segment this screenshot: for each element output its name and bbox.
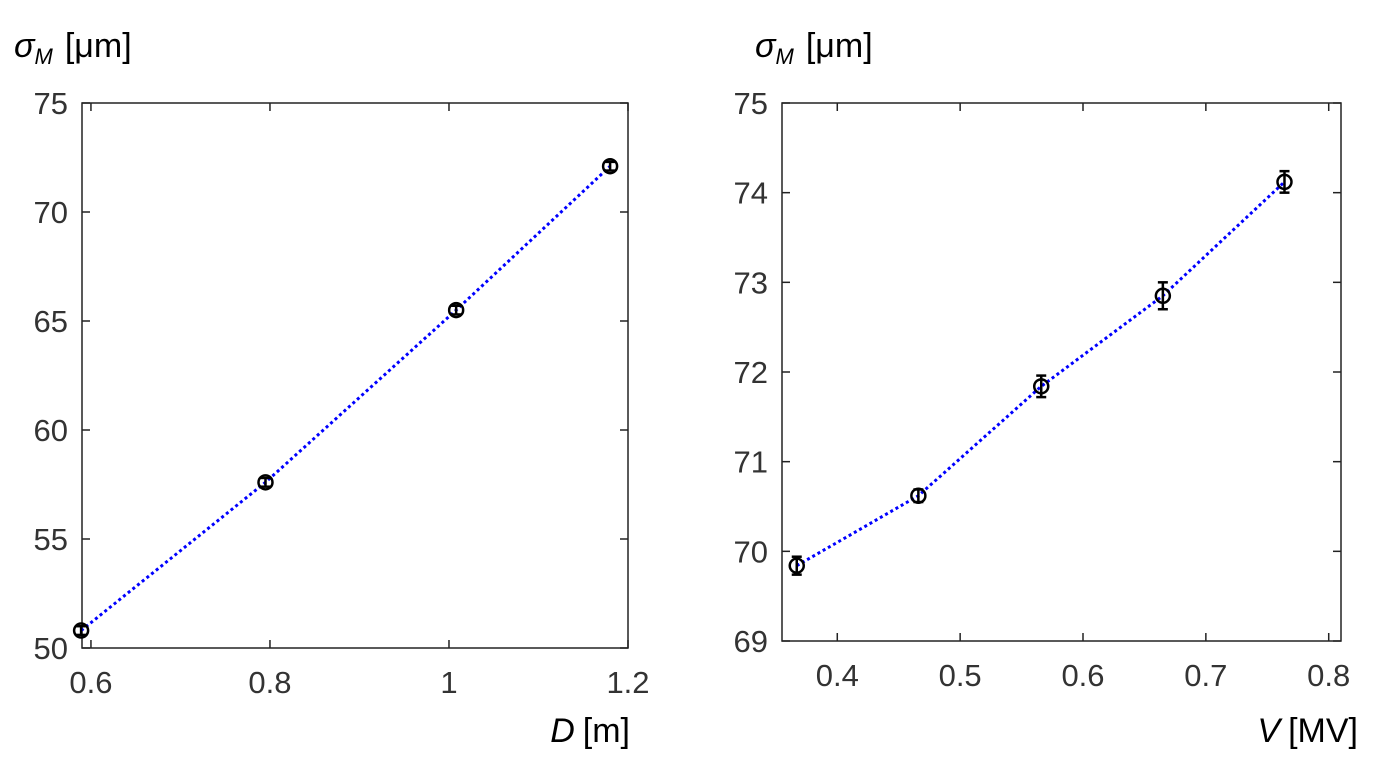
y-tick-label: 70 xyxy=(734,534,768,569)
axes-box xyxy=(781,102,1342,642)
error-bar xyxy=(605,160,616,172)
data-point xyxy=(447,301,465,319)
y-label-symbol: σ xyxy=(14,27,36,65)
data-point xyxy=(1032,378,1050,395)
error-bar xyxy=(76,624,87,637)
subplot: σM [μm] D [m] 50 55 60 65 70 75 0.6 0.8 1 1.2 xyxy=(14,27,650,750)
data-point xyxy=(257,474,274,491)
error-bar xyxy=(451,304,462,316)
y-tick-label: 75 xyxy=(34,86,68,121)
axes-box xyxy=(81,102,629,649)
x-label-unit: [MV] xyxy=(1288,712,1358,750)
y-tick-label: 55 xyxy=(34,522,68,557)
y-tick-label: 70 xyxy=(34,195,68,230)
x-tick-label: 0.8 xyxy=(248,665,291,700)
data-line xyxy=(80,165,612,632)
data-line xyxy=(795,180,1286,567)
y-axis-label: σM [μm] xyxy=(14,27,132,69)
y-label-subscript: M xyxy=(35,44,54,69)
data-point xyxy=(72,622,90,639)
y-tick-label: 73 xyxy=(734,265,768,300)
data-point xyxy=(910,487,927,504)
y-tick-label: 69 xyxy=(734,624,768,659)
y-tick-label: 60 xyxy=(34,413,68,448)
x-label-symbol: D xyxy=(550,712,575,750)
x-axis-label: V [MV] xyxy=(1257,712,1358,750)
data-point xyxy=(788,557,805,574)
x-tick-label: 0.7 xyxy=(1184,658,1227,693)
y-tick-label: 71 xyxy=(734,445,768,480)
y-tick-label: 50 xyxy=(34,631,68,666)
x-tick-label: 1 xyxy=(440,665,457,700)
y-tick-label: 75 xyxy=(734,86,768,121)
y-label-unit: [μm] xyxy=(806,27,873,65)
x-label-unit: [m] xyxy=(583,712,630,750)
subplot: σM [μm] V [MV] 69 70 71 72 73 74 75 0.4 0.5 0.6 0.7 0.8 xyxy=(734,27,1358,750)
data-point xyxy=(1154,287,1172,305)
error-bar xyxy=(1157,281,1168,311)
x-tick-label: 0.4 xyxy=(816,658,859,693)
data-point xyxy=(1276,173,1293,191)
y-label-unit: [μm] xyxy=(65,27,132,65)
error-bar xyxy=(260,476,271,488)
y-axis-label: σM [μm] xyxy=(755,27,873,69)
y-label-symbol: σ xyxy=(755,27,777,65)
x-axis-label: D [m] xyxy=(550,712,630,750)
y-tick-label: 72 xyxy=(734,355,768,390)
x-tick-label: 1.2 xyxy=(606,665,649,700)
y-tick-label: 65 xyxy=(34,304,68,339)
data-point xyxy=(601,157,619,175)
x-tick-label: 0.5 xyxy=(939,658,982,693)
x-tick-label: 0.6 xyxy=(1061,658,1104,693)
x-label-symbol: V xyxy=(1257,712,1283,750)
y-tick-label: 74 xyxy=(734,176,768,211)
x-tick-label: 0.6 xyxy=(69,665,112,700)
y-label-subscript: M xyxy=(776,44,795,69)
x-tick-label: 0.8 xyxy=(1307,658,1350,693)
